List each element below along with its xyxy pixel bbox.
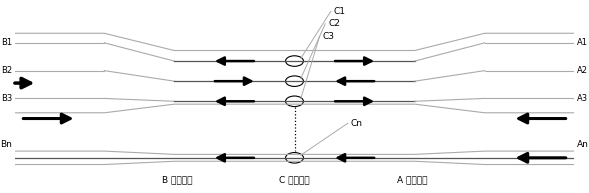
Text: An: An (577, 140, 589, 149)
Text: C1: C1 (333, 7, 346, 16)
Text: B2: B2 (1, 66, 12, 75)
Text: C2: C2 (328, 19, 340, 28)
Text: C 隔热片组: C 隔热片组 (279, 176, 310, 185)
Text: B1: B1 (1, 38, 12, 47)
Text: Cn: Cn (350, 119, 362, 128)
Text: A 制冷片组: A 制冷片组 (397, 176, 427, 185)
Text: C3: C3 (322, 32, 335, 41)
Text: A3: A3 (577, 94, 588, 103)
Text: A1: A1 (577, 38, 588, 47)
Text: Bn: Bn (0, 140, 12, 149)
Text: B3: B3 (1, 94, 12, 103)
Text: A2: A2 (577, 66, 588, 75)
Text: B 制冷片组: B 制冷片组 (162, 176, 192, 185)
